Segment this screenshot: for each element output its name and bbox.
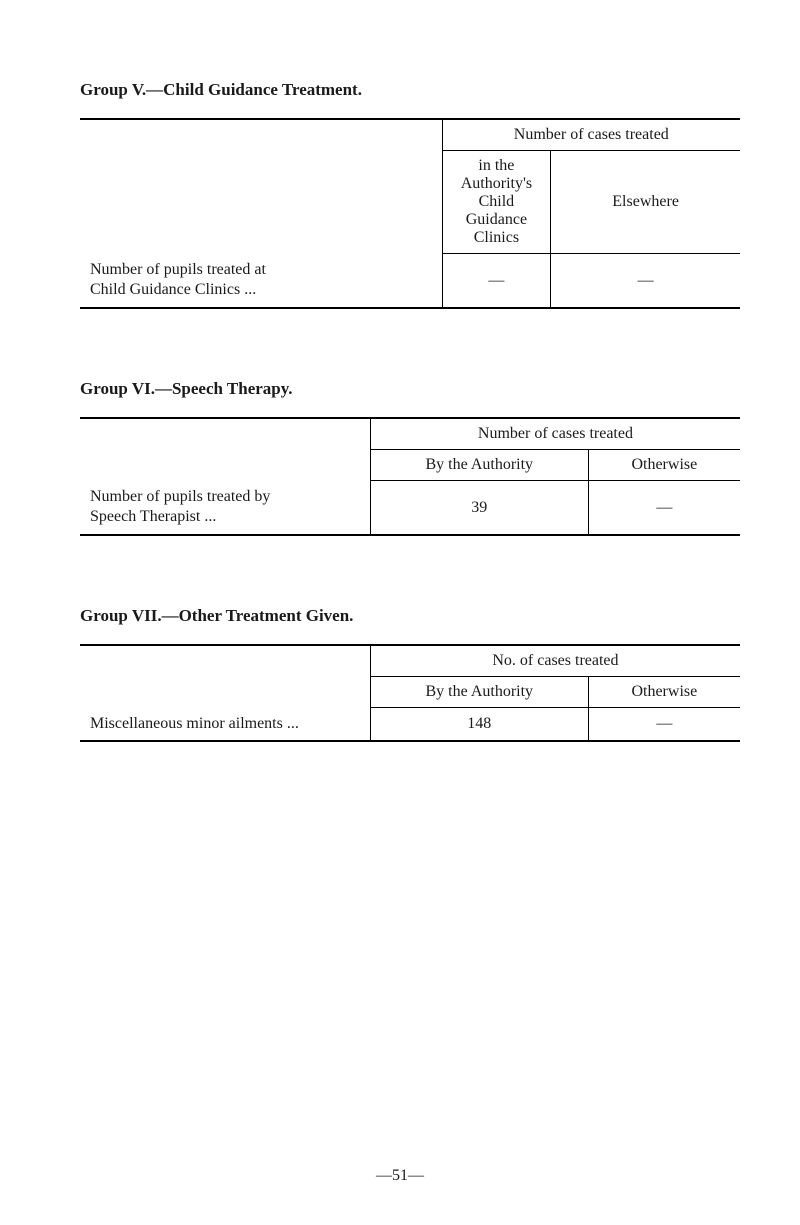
group-vii-val1: 148 bbox=[370, 708, 588, 742]
group-v-heading: Group V.—Child Guidance Treatment. bbox=[80, 80, 740, 100]
group-vi-val1: 39 bbox=[370, 481, 588, 536]
group-vi-table: Number of cases treated By the Authority… bbox=[80, 417, 740, 536]
group-vii-col2: Otherwise bbox=[588, 677, 740, 708]
group-vi-spanner: Number of cases treated bbox=[370, 418, 740, 450]
group-v-val1: — bbox=[442, 254, 551, 309]
group-vi-col2: Otherwise bbox=[588, 450, 740, 481]
group-v-spanner: Number of cases treated bbox=[442, 119, 740, 151]
group-v-col1: in the Authority's Child Guidance Clinic… bbox=[442, 151, 551, 254]
group-v-table: Number of cases treated in the Authority… bbox=[80, 118, 740, 309]
group-vi-val2: — bbox=[588, 481, 740, 536]
group-vi-col1: By the Authority bbox=[370, 450, 588, 481]
group-vi-row-label: Number of pupils treated by Speech Thera… bbox=[80, 481, 370, 536]
group-v-row-label: Number of pupils treated at Child Guidan… bbox=[80, 254, 442, 309]
group-v-val2: — bbox=[551, 254, 740, 309]
group-vii-spanner: No. of cases treated bbox=[370, 645, 740, 677]
group-vii-heading: Group VII.—Other Treatment Given. bbox=[80, 606, 740, 626]
group-vii-row-label: Miscellaneous minor ailments ... bbox=[80, 708, 370, 742]
group-v-col2: Elsewhere bbox=[551, 151, 740, 254]
group-vii-val2: — bbox=[588, 708, 740, 742]
group-vii-col1: By the Authority bbox=[370, 677, 588, 708]
group-vii-table: No. of cases treated By the Authority Ot… bbox=[80, 644, 740, 742]
group-vi-heading: Group VI.—Speech Therapy. bbox=[80, 379, 740, 399]
page-number: —51— bbox=[0, 1167, 800, 1185]
